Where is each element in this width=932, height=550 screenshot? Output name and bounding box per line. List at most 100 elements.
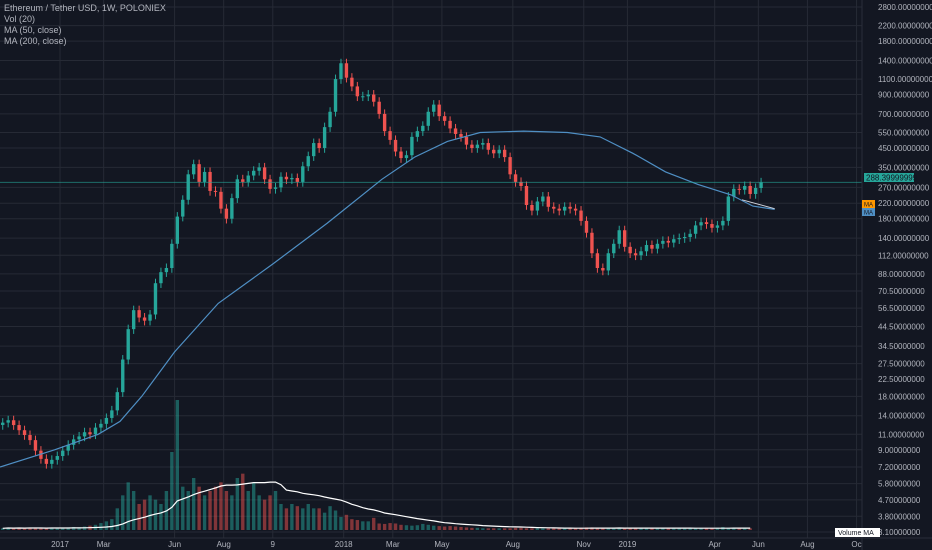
volume-bar <box>552 528 556 530</box>
candle-body <box>339 63 343 80</box>
price-tick-label: 44.50000000 <box>878 322 925 331</box>
candle-body <box>693 225 698 234</box>
volume-ma-line <box>2 481 751 529</box>
time-tick-label: Nov <box>577 540 591 549</box>
candle-body <box>628 246 632 254</box>
time-tick-label: Aug <box>800 540 814 549</box>
ma-path-short <box>741 199 775 210</box>
candle-body <box>590 232 594 254</box>
volume-bar <box>175 400 180 530</box>
candle-body <box>372 94 376 102</box>
candle-body <box>268 179 272 189</box>
candle-body <box>39 450 43 459</box>
volume-ma-path <box>2 481 751 529</box>
price-tick-label: 112.00000000 <box>878 251 929 260</box>
candle-body <box>306 156 310 167</box>
volume-bar <box>486 528 490 530</box>
volume-bar <box>475 527 480 530</box>
volume-bar <box>437 526 441 530</box>
volume-bar <box>355 520 360 530</box>
candle-body <box>251 170 256 176</box>
volume-bar <box>688 528 692 530</box>
time-axis[interactable]: 2017 Mar Jun Aug 9 2018 Mar May Aug Nov 2019 Apr Jun… <box>0 537 932 549</box>
candle-body <box>748 186 752 194</box>
candle-body <box>159 272 163 284</box>
volume-bar <box>262 499 267 530</box>
volume-bar <box>699 528 703 530</box>
time-tick-label: Mar <box>386 540 400 549</box>
volume-bar <box>366 521 370 530</box>
candle-body <box>650 244 654 249</box>
candle-body <box>622 230 627 247</box>
symbol-title[interactable]: Ethereum / Tether USD, 1W, POLONIEX <box>4 3 166 13</box>
candle-body <box>361 96 365 98</box>
time-tick-label: Mar <box>97 540 111 549</box>
volume-bar <box>273 491 278 530</box>
candle-body <box>508 157 512 175</box>
price-tick-label: 1100.00000000 <box>878 75 932 84</box>
candle-body <box>655 243 660 249</box>
volume-bar <box>11 528 16 530</box>
volume-bar <box>541 528 545 530</box>
volume-bar <box>388 523 392 530</box>
candle-body <box>77 436 81 440</box>
candle-body <box>137 310 141 318</box>
volume-bar <box>6 527 10 530</box>
candle-body <box>350 77 354 87</box>
candle-body <box>164 267 169 273</box>
candle-body <box>235 179 240 199</box>
candle-body <box>633 253 638 256</box>
price-tick-label: 56.50000000 <box>878 304 925 313</box>
price-tick-label: 3.80000000 <box>878 512 921 521</box>
candle-body <box>290 178 294 180</box>
time-tick-label: May <box>434 540 449 549</box>
candle-body <box>432 104 436 112</box>
candle-body <box>448 120 452 129</box>
candle-body <box>568 206 572 209</box>
volume-bar <box>508 528 512 530</box>
candle-body <box>153 283 158 315</box>
volume-bar <box>104 521 109 530</box>
candle-body <box>93 427 98 435</box>
legend-ma50[interactable]: MA (50, close) <box>4 25 62 35</box>
candle-body <box>71 439 76 445</box>
candle-body <box>115 392 119 411</box>
candlesticks <box>1 58 763 469</box>
volume-bar <box>421 523 425 530</box>
time-tick-label: Aug <box>506 540 520 549</box>
volume-bar <box>432 525 436 530</box>
legend-ma200[interactable]: MA (200, close) <box>4 36 67 46</box>
volume-bar <box>426 524 430 530</box>
last-price-tag: 288.39999999 <box>864 173 918 183</box>
candle-body <box>612 243 616 254</box>
candle-body <box>262 167 267 180</box>
volume-bar <box>644 528 649 530</box>
volume-bar <box>410 525 414 530</box>
volume-bar <box>333 510 338 530</box>
candle-body <box>33 440 38 451</box>
moving-average-line <box>0 130 775 468</box>
price-tick-label: 34.50000000 <box>878 342 925 351</box>
legend-vol[interactable]: Vol (20) <box>4 14 36 24</box>
price-tick-label: 450.00000000 <box>878 144 930 153</box>
volume-bar <box>557 528 561 530</box>
volume-bar <box>312 508 316 530</box>
price-axis[interactable]: 2800.00000000 2200.00000000 1800.00000000 1… <box>861 0 932 550</box>
volume-bar <box>317 508 321 530</box>
volume-bar <box>748 528 752 530</box>
candle-body <box>273 187 278 189</box>
volume-bar <box>290 504 294 530</box>
candle-body <box>557 208 561 211</box>
candle-body <box>355 86 360 97</box>
time-tick-label: 2017 <box>51 540 69 549</box>
ma-tag-blue-label: MA <box>864 211 873 217</box>
volume-bar <box>601 527 605 530</box>
volume-bar <box>710 528 714 530</box>
candle-body <box>682 236 687 239</box>
candle-body <box>759 182 763 188</box>
candle-body <box>732 188 736 197</box>
candle-body <box>6 420 10 423</box>
volume-bar <box>459 526 463 530</box>
candle-body <box>475 144 480 149</box>
